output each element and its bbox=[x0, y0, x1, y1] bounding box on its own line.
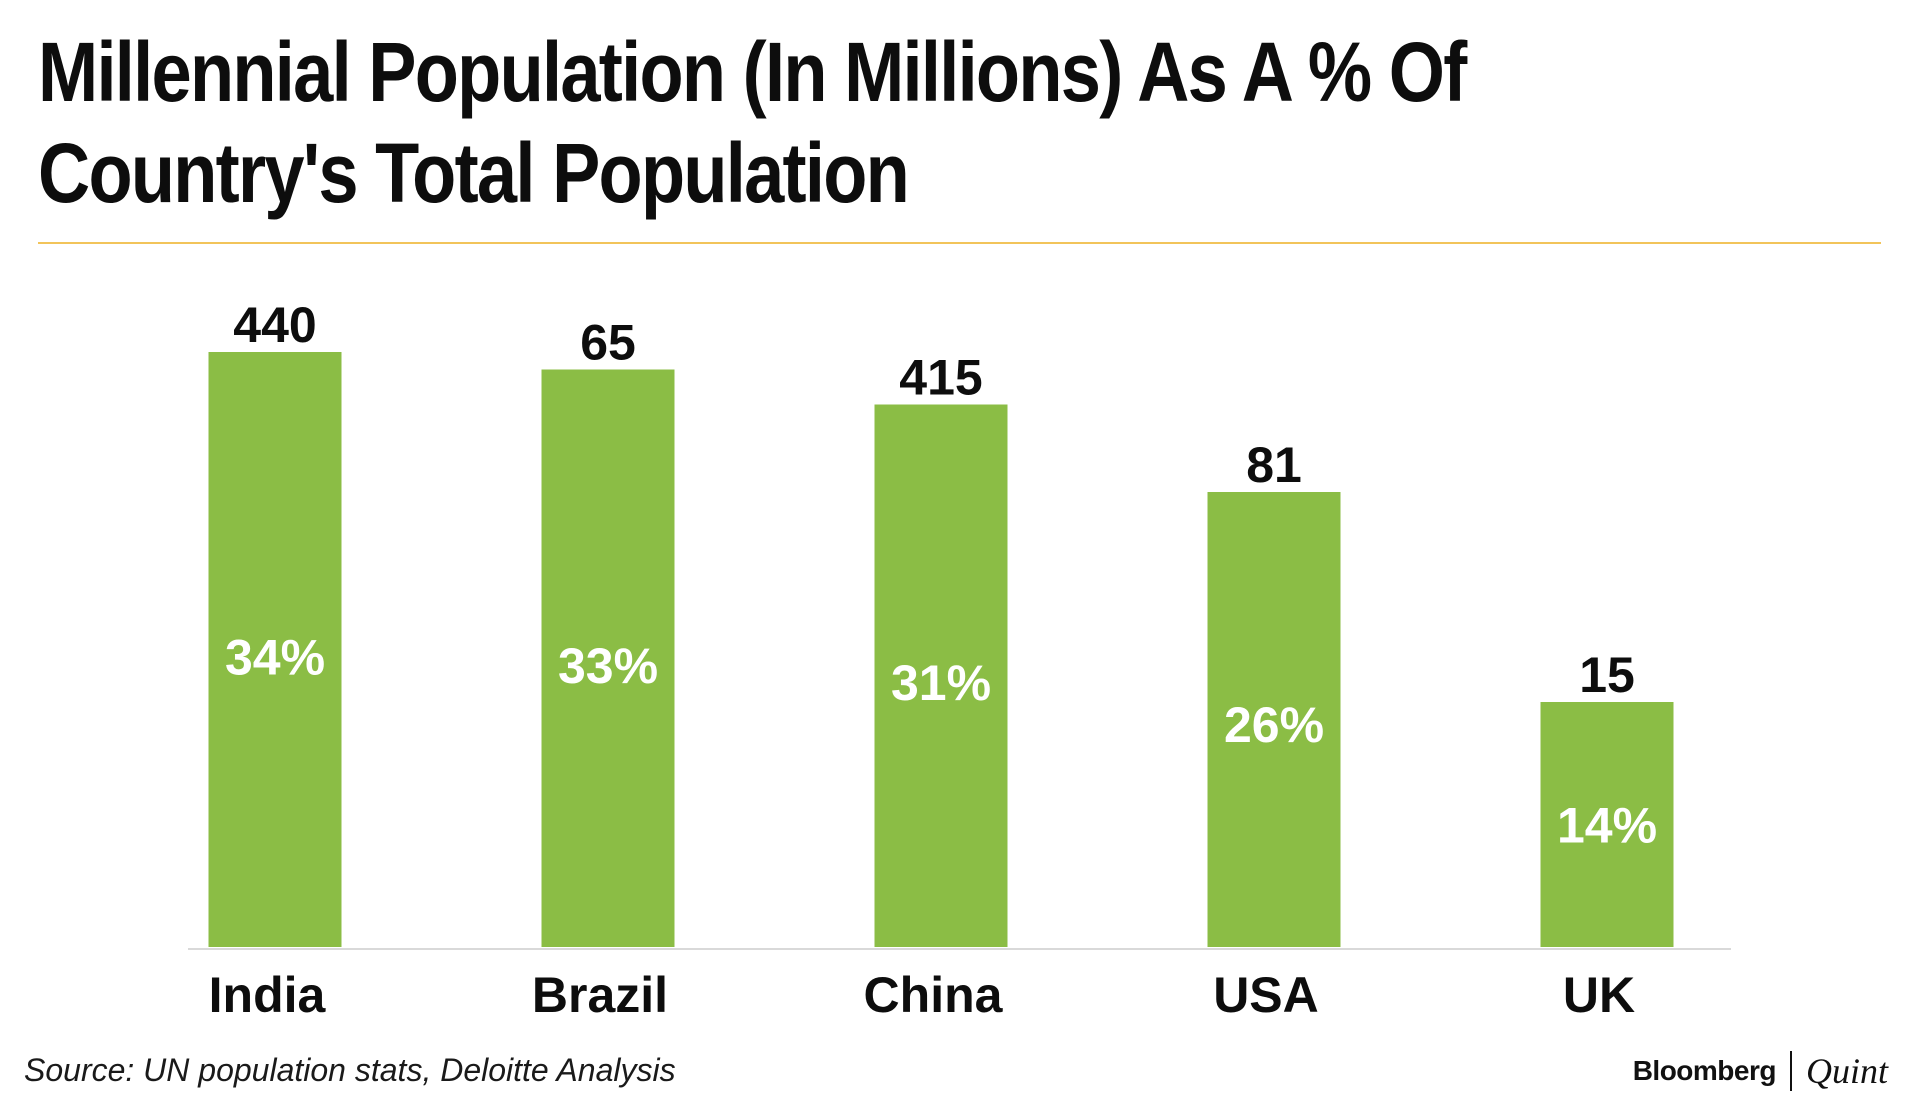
bar-usa bbox=[1207, 492, 1341, 947]
bars-layer bbox=[208, 352, 1674, 947]
brand-quint: Quint bbox=[1805, 1051, 1888, 1091]
value-label-china: 415 bbox=[899, 350, 982, 406]
category-label-usa: USA bbox=[1213, 967, 1319, 1023]
category-label-china: China bbox=[864, 967, 1004, 1023]
source-note: Source: UN population stats, Deloitte An… bbox=[24, 1052, 676, 1088]
brand-bloomberg: Bloomberg bbox=[1632, 1055, 1777, 1086]
bar-chart: 440 34% India 65 33% Brazil 415 31% China 81 26% US… bbox=[188, 297, 1731, 1023]
percent-label-uk: 14% bbox=[1557, 798, 1657, 854]
title-divider bbox=[38, 242, 1881, 244]
value-label-uk: 15 bbox=[1579, 647, 1635, 703]
brand-separator bbox=[1789, 1051, 1792, 1091]
bar-china bbox=[874, 404, 1008, 947]
value-label-india: 440 bbox=[233, 297, 316, 353]
category-label-india: India bbox=[209, 967, 327, 1023]
bar-india bbox=[208, 352, 342, 947]
category-label-brazil: Brazil bbox=[532, 967, 668, 1023]
brand-logo: Bloomberg Quint bbox=[1633, 1050, 1888, 1092]
percent-label-china: 31% bbox=[891, 655, 991, 711]
chart-title: Millennial Population (In Millions) As A… bbox=[38, 25, 1467, 220]
labels-layer: 440 34% India 65 33% Brazil 415 31% China 81 26% US… bbox=[209, 297, 1657, 1023]
bar-uk bbox=[1540, 702, 1674, 947]
value-label-usa: 81 bbox=[1246, 437, 1302, 493]
percent-label-india: 34% bbox=[225, 630, 325, 686]
value-label-brazil: 65 bbox=[580, 315, 636, 371]
bar-brazil bbox=[541, 369, 675, 947]
percent-label-usa: 26% bbox=[1224, 697, 1324, 753]
percent-label-brazil: 33% bbox=[558, 638, 658, 694]
category-label-uk: UK bbox=[1563, 967, 1635, 1023]
